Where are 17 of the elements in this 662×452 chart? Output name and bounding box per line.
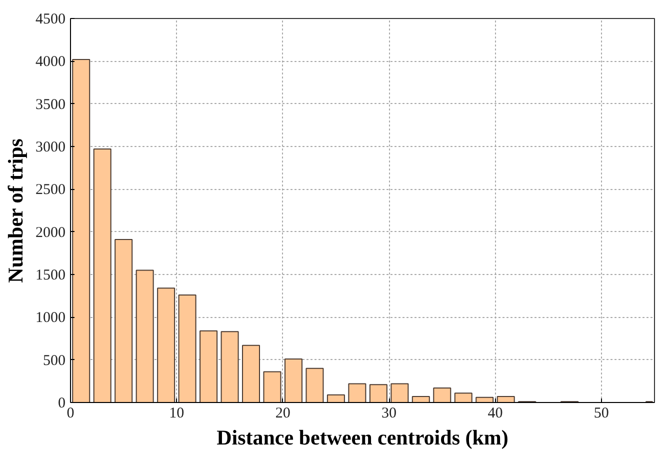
y-tick-label: 4500 <box>36 12 66 28</box>
y-tick-label: 1500 <box>36 268 66 284</box>
x-tick-label: 40 <box>488 406 503 422</box>
y-tick-label: 3500 <box>36 96 66 113</box>
y-tick-label: 2000 <box>36 224 66 241</box>
y-axis-title: Number of trips <box>4 138 28 283</box>
y-tick-label: 3000 <box>36 140 66 156</box>
x-tick-label: 30 <box>382 406 397 422</box>
y-tick-label: 2500 <box>36 182 66 198</box>
x-tick-label: 20 <box>275 406 290 422</box>
x-axis-title: Distance between centroids (km) <box>216 426 508 450</box>
y-tick-label: 0 <box>58 396 66 412</box>
y-tick-label: 500 <box>43 352 66 369</box>
x-tick-label: 10 <box>169 406 184 422</box>
x-tick-label: 50 <box>594 406 609 422</box>
y-tick-label: 1000 <box>36 310 66 326</box>
y-tick-label: 4000 <box>36 54 66 70</box>
